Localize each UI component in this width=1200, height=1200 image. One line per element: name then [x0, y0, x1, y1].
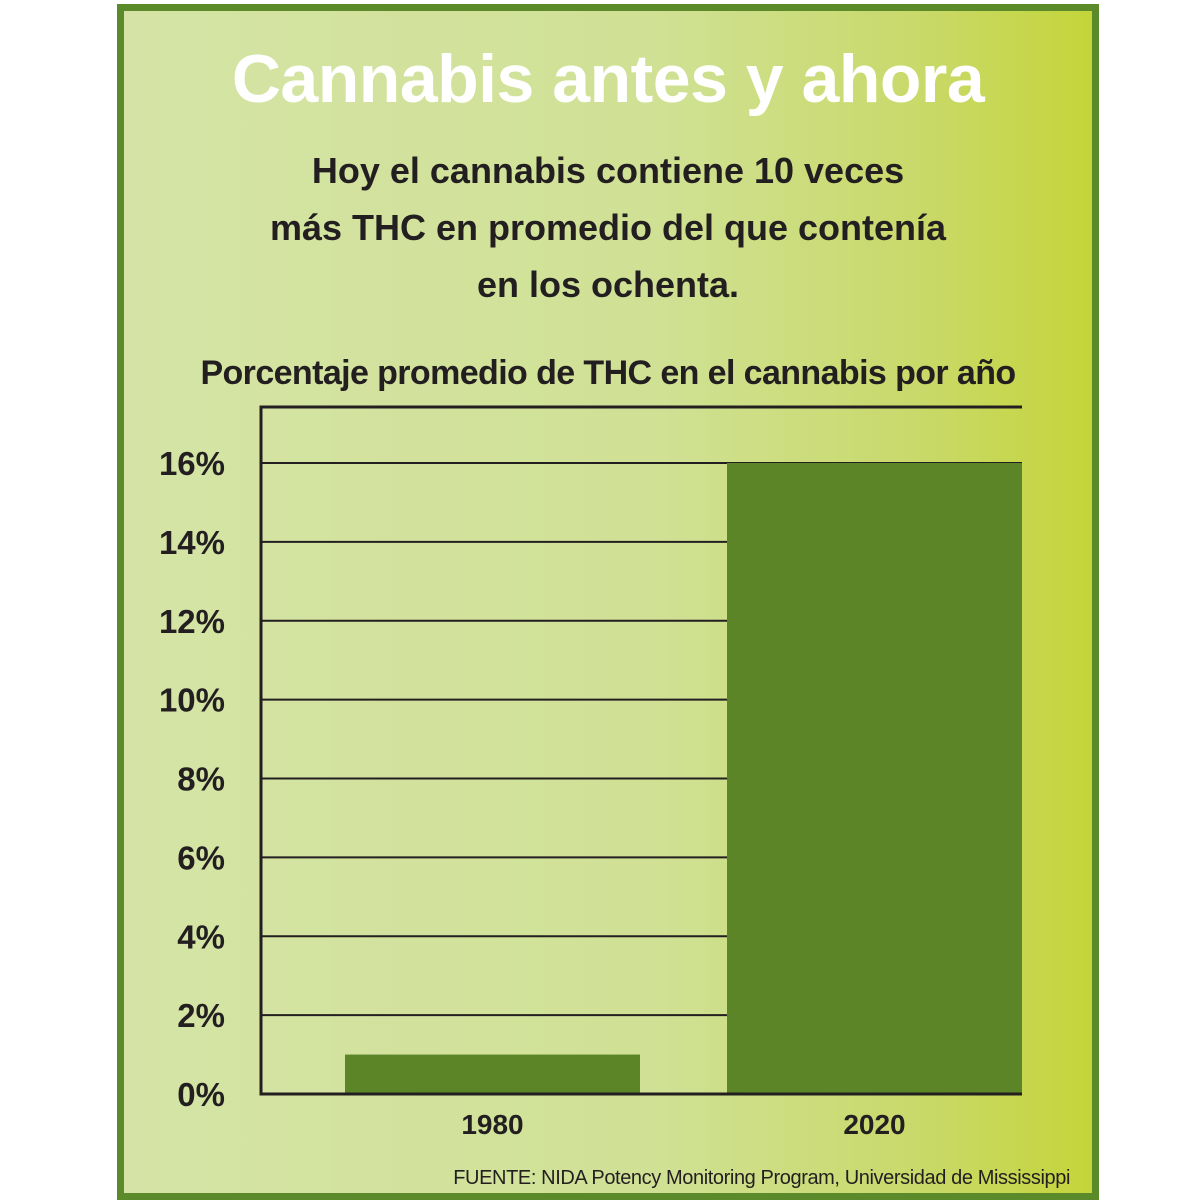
subtitle-line: en los ochenta.	[476, 264, 740, 305]
y-tick-label: 8%	[177, 761, 225, 798]
y-tick-label: 6%	[177, 839, 225, 876]
bar-2020	[727, 463, 1022, 1094]
y-tick-label: 16%	[159, 445, 225, 482]
x-tick-label: 2020	[843, 1109, 905, 1140]
y-tick-label: 0%	[177, 1076, 225, 1113]
y-tick-label: 14%	[159, 524, 225, 561]
y-tick-label: 10%	[159, 682, 225, 719]
chart-title: Porcentaje promedio de THC en el cannabi…	[200, 354, 1016, 392]
subtitle-line: Hoy el cannabis contiene 10 veces	[311, 150, 905, 191]
y-tick-label: 12%	[159, 603, 225, 640]
source-note: FUENTE: NIDA Potency Monitoring Program,…	[453, 1167, 1070, 1189]
subtitle-line: más THC en promedio del que contenía	[269, 207, 947, 248]
bar-1980	[345, 1054, 640, 1094]
infographic-title: Cannabis antes y ahora	[231, 41, 985, 117]
y-tick-label: 2%	[177, 997, 225, 1034]
y-tick-label: 4%	[177, 918, 225, 955]
x-tick-label: 1980	[461, 1109, 523, 1140]
infographic-subtitle: Hoy el cannabis contiene 10 veces más TH…	[124, 142, 1092, 313]
